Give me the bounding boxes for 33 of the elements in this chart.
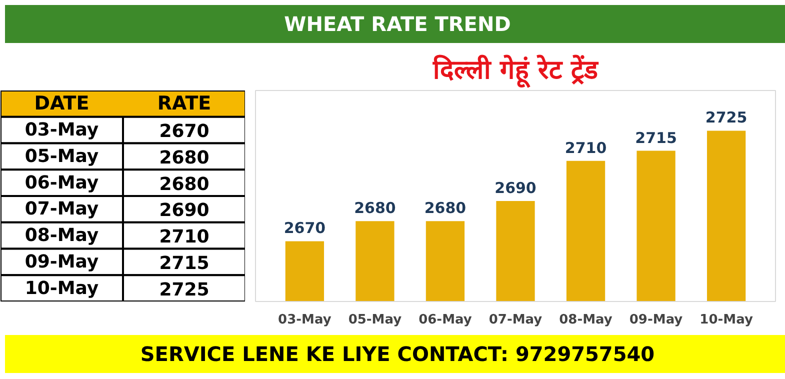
x-tick-label: 05-May xyxy=(348,312,402,328)
data-label: 2710 xyxy=(159,226,210,248)
x-tick-label: 08-May xyxy=(559,312,613,328)
text: DATE xyxy=(34,92,90,115)
data-label: 2670 xyxy=(159,121,210,142)
data-label: 2690 xyxy=(159,200,210,222)
text: SERVICE LENE KE LIYE CONTACT: 9729757540 xyxy=(140,341,655,368)
x-tick-label: 03-May xyxy=(278,312,332,328)
data-label: 2690 xyxy=(494,179,536,198)
data-label: 2680 xyxy=(354,199,396,218)
data-label: 2680 xyxy=(424,199,466,218)
data-label: 2715 xyxy=(635,128,677,147)
data-label: 2670 xyxy=(284,219,326,238)
data-label: 2680 xyxy=(159,147,210,168)
x-tick-label: 10-May xyxy=(700,312,754,328)
text: RATE xyxy=(157,92,212,115)
data-label: 2725 xyxy=(159,279,210,300)
category-label: 08-May xyxy=(24,225,99,246)
category-label: 03-May xyxy=(24,120,99,141)
chart-subtitle: WHEAT RATE TREND xyxy=(284,11,511,38)
x-tick-label: 09-May xyxy=(629,312,684,328)
data-label: 2680 xyxy=(159,174,210,195)
data-label: 2715 xyxy=(159,252,210,274)
category-label: 09-May xyxy=(24,251,99,272)
category-label: 07-May xyxy=(24,198,99,220)
category-label: 10-May xyxy=(24,278,99,299)
category-label: 05-May xyxy=(24,146,99,167)
category-label: 06-May xyxy=(24,172,99,194)
data-label: 2710 xyxy=(564,138,607,157)
x-tick-label: 07-May xyxy=(488,312,543,328)
data-label: 2725 xyxy=(705,108,748,127)
x-tick-label: 06-May xyxy=(418,312,472,328)
chart-title: दिल्ली गेहूं रेट ट्रेंड xyxy=(432,54,600,88)
